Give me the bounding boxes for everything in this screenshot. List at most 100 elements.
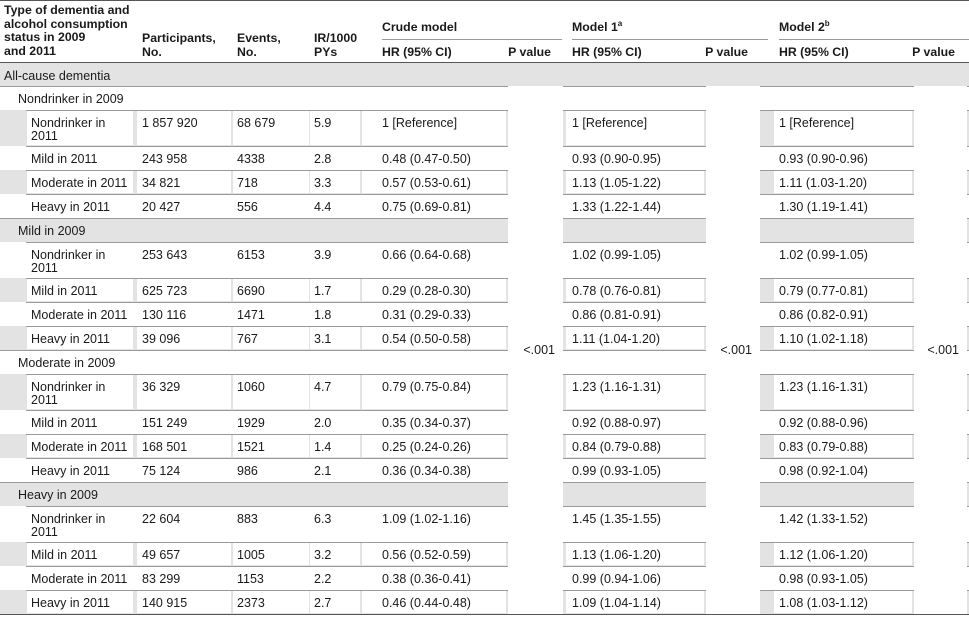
model-name: Model 2 (779, 20, 825, 34)
cell-bg (774, 279, 912, 301)
header-events: Events, (237, 31, 281, 45)
model1-hr-value: 1.33 (1.22-1.44) (572, 200, 661, 214)
model2-hr-value: 0.93 (0.90-0.96) (779, 152, 868, 166)
events-value: 6690 (237, 284, 265, 298)
crude-hr-value: 0.36 (0.34-0.38) (382, 464, 471, 478)
ir-value: 1.7 (314, 284, 332, 298)
cell-bg (27, 171, 133, 193)
row-label: Mild in 2011 (31, 284, 98, 298)
header-type-line: Type of dementia and (4, 3, 130, 17)
row-divider (26, 458, 969, 459)
crude-hr-value: 0.29 (0.28-0.30) (382, 284, 471, 298)
model1-hr-value: 0.99 (0.94-1.06) (572, 572, 661, 586)
model1-hr-value: 1.09 (1.04-1.14) (572, 596, 661, 610)
model-name: Crude model (382, 20, 458, 34)
row-divider (26, 110, 969, 111)
row-label: Nondrinker in (31, 380, 106, 394)
cell-bg (137, 435, 231, 457)
cell-bg (137, 279, 231, 301)
cell-bg (362, 375, 506, 409)
cell-bg (233, 543, 309, 565)
cell-bg (137, 111, 231, 145)
row-divider (26, 146, 969, 147)
row-shade (0, 63, 969, 86)
model2-hr-value: 1.11 (1.03-1.20) (779, 176, 868, 190)
cell-bg (774, 327, 912, 349)
model1-hr-value: 1.13 (1.06-1.20) (572, 548, 661, 562)
row-shade (0, 482, 969, 506)
events-value: 4338 (237, 152, 265, 166)
crude-hr-value: 0.54 (0.50-0.58) (382, 332, 471, 346)
crude-hr-value: 1.09 (1.02-1.16) (382, 512, 471, 526)
header-type-line: and 2011 (4, 43, 56, 58)
cell-bg (774, 111, 912, 145)
header-type-line: alcohol consumption (4, 16, 128, 31)
row-divider (26, 410, 969, 411)
table-bottom-rule (0, 614, 969, 615)
header-hr: HR (95% CI) (382, 45, 452, 59)
cell-bg (566, 279, 704, 301)
ir-value: 2.1 (314, 464, 332, 478)
participants-value: 151 249 (142, 416, 188, 430)
row-shade (0, 218, 969, 242)
cell-bg (233, 591, 309, 613)
participants-value: 140 915 (142, 596, 188, 610)
crude-hr-value: 0.79 (0.75-0.84) (382, 380, 471, 394)
cell-bg (233, 375, 309, 409)
cell-bg (137, 327, 231, 349)
events-value: 1060 (237, 380, 265, 394)
ir-value: 3.2 (314, 548, 332, 562)
model1-hr-value: 0.92 (0.88-0.97) (572, 416, 661, 430)
ir-value: 4.7 (314, 380, 332, 394)
p-value: <.001 (720, 343, 752, 357)
cell-bg (566, 171, 704, 193)
row-label: Mild in 2011 (31, 548, 98, 562)
model1-hr-value: 1.23 (1.16-1.31) (572, 380, 661, 394)
cell-bg (137, 171, 231, 193)
cell-bg (362, 171, 506, 193)
header-model-0: Crude model (382, 20, 458, 35)
crude-hr-value: 0.56 (0.52-0.59) (382, 548, 471, 562)
cell-bg (362, 591, 506, 613)
p-value-column-bg (914, 86, 967, 614)
model-span-rule (572, 39, 768, 40)
cell-bg (137, 543, 231, 565)
model1-hr-value: 1.45 (1.35-1.55) (572, 512, 661, 526)
row-divider (26, 566, 969, 567)
group-label: Moderate in 2009 (18, 356, 116, 370)
cell-bg (27, 279, 133, 301)
row-label: Heavy in 2011 (31, 332, 110, 346)
events-value: 767 (237, 332, 258, 346)
events-value: 1929 (237, 416, 265, 430)
cell-bg (566, 543, 704, 565)
header-participants: No. (142, 44, 162, 59)
row-divider (0, 218, 969, 219)
participants-value: 49 657 (142, 548, 181, 562)
ir-value: 3.1 (314, 332, 332, 346)
model2-hr-value: 1.23 (1.16-1.31) (779, 380, 868, 394)
events-value: 883 (237, 512, 258, 526)
ir-value: 2.8 (314, 152, 332, 166)
cell-bg (27, 435, 133, 457)
row-divider (26, 242, 969, 243)
events-value: 1521 (237, 440, 265, 454)
row-label: Heavy in 2011 (31, 200, 110, 214)
header-p-value: P value (705, 45, 748, 59)
row-divider (26, 590, 969, 591)
row-divider (26, 506, 969, 507)
row-divider (26, 170, 969, 171)
ir-value: 6.3 (314, 512, 332, 526)
group-label: Mild in 2009 (18, 224, 86, 238)
crude-hr-value: 0.66 (0.64-0.68) (382, 248, 471, 262)
row-divider (26, 374, 969, 375)
ir-value: 1.8 (314, 308, 332, 322)
cell-bg (310, 591, 360, 613)
model2-hr-value: 1.12 (1.06-1.20) (779, 548, 868, 562)
model1-hr-value: 1.02 (0.99-1.05) (572, 248, 661, 262)
model2-hr-value: 0.79 (0.77-0.81) (779, 284, 868, 298)
crude-hr-value: 0.31 (0.29-0.33) (382, 308, 471, 322)
row-label: 2011 (31, 393, 58, 407)
cell-bg (233, 171, 309, 193)
cell-bg (310, 435, 360, 457)
